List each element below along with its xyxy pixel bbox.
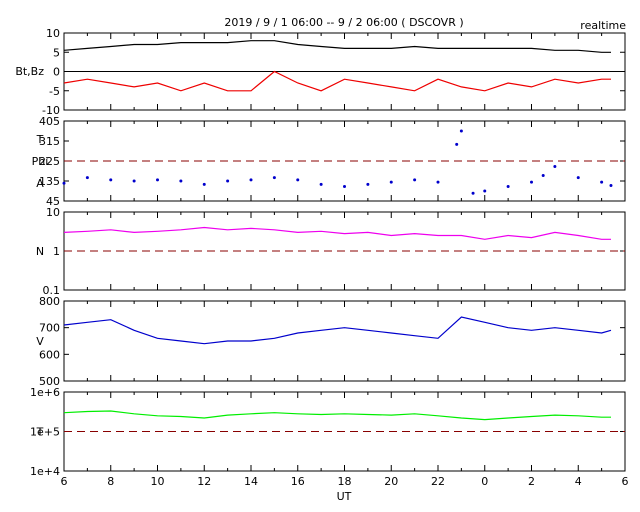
y-axis-label: Phi xyxy=(32,155,49,168)
y-tick-label: 5 xyxy=(53,46,60,59)
phi-point xyxy=(85,176,89,180)
x-tick-label: 20 xyxy=(384,475,398,488)
y-tick-label: 405 xyxy=(39,115,60,128)
y-tick-label: 1 xyxy=(53,245,60,258)
phi-point xyxy=(530,180,533,184)
temperature-series-line xyxy=(63,410,611,421)
bz-series-line xyxy=(63,70,611,92)
x-tick-label: 6 xyxy=(622,475,629,488)
x-tick-label: 12 xyxy=(197,475,211,488)
y-tick-label: 600 xyxy=(39,348,60,361)
phi-point xyxy=(156,178,159,182)
x-tick-label: 8 xyxy=(107,475,114,488)
phi-point xyxy=(576,176,580,180)
y-tick-label: 800 xyxy=(39,295,60,308)
phi-point xyxy=(471,191,475,195)
x-tick-label: 22 xyxy=(431,475,445,488)
density-panel: 10 1 0.1 N xyxy=(36,206,626,297)
x-tick-label: 4 xyxy=(575,475,582,488)
phi-point xyxy=(600,180,604,184)
y-axis-label: V xyxy=(36,335,44,348)
magnetic-field-panel: 10 5 0 -5 -10 Bt,Bz xyxy=(15,27,626,117)
temperature-panel: 1e+6 1e+5 1e+4 T xyxy=(30,386,626,478)
x-axis-label: UT xyxy=(337,490,352,503)
phi-angle-panel: 405 315 225 135 45 T Phi A xyxy=(32,115,626,208)
y-axis-label: Bt,Bz xyxy=(15,65,44,78)
phi-point xyxy=(132,179,136,183)
y-tick-label: 0.1 xyxy=(43,284,61,297)
y-tick-label: 0 xyxy=(53,66,60,79)
y-tick-label: 10 xyxy=(46,206,60,219)
phi-point xyxy=(483,189,487,193)
y-tick-label: 1e+5 xyxy=(30,426,60,439)
phi-point xyxy=(272,176,276,180)
phi-point xyxy=(296,178,300,182)
x-tick-label: 6 xyxy=(61,475,68,488)
phi-point xyxy=(413,178,417,182)
x-tick-label: 14 xyxy=(244,475,258,488)
y-axis-label: T xyxy=(36,426,44,439)
speed-frame xyxy=(63,300,626,382)
bt-series-line xyxy=(63,40,611,53)
y-tick-label: 1e+6 xyxy=(30,386,60,399)
y-tick-label: 500 xyxy=(39,375,60,388)
phi-point xyxy=(109,178,113,182)
y-axis-label: A xyxy=(36,177,44,190)
phi-point xyxy=(343,185,346,189)
y-axis-label: N xyxy=(36,245,44,258)
phi-point xyxy=(389,180,393,184)
phi-point xyxy=(455,142,459,146)
plot-title: 2019 / 9 / 1 06:00 -- 9 / 2 06:00 ( DSCO… xyxy=(224,16,463,29)
y-axis-label: T xyxy=(36,133,44,146)
phi-point xyxy=(226,179,230,183)
y-tick-label: 135 xyxy=(39,175,60,188)
phi-point xyxy=(366,182,370,186)
y-tick-label: -5 xyxy=(49,85,60,98)
phi-point xyxy=(62,181,66,185)
phi-point xyxy=(459,129,463,133)
phi-point xyxy=(202,182,206,186)
y-tick-label: 700 xyxy=(39,322,60,335)
x-tick-label: 16 xyxy=(291,475,305,488)
phi-point xyxy=(553,165,557,169)
y-tick-label: 10 xyxy=(46,27,60,40)
density-series-line xyxy=(63,226,611,240)
phi-point xyxy=(436,180,440,184)
y-tick-label: -10 xyxy=(42,104,60,117)
panels: 10 5 0 -5 -10 Bt,Bz 405 315 225 135 45 T Phi A 10 1 0.1 N… xyxy=(15,27,628,488)
x-tick-label: 2 xyxy=(528,475,535,488)
speed-panel: 800 700 600 500 V xyxy=(36,295,626,388)
phi-point xyxy=(541,173,545,177)
phi-point xyxy=(249,178,253,182)
realtime-tag: realtime xyxy=(580,19,626,32)
y-tick-label: 1e+4 xyxy=(30,465,60,478)
phi-point xyxy=(319,182,323,186)
phi-point xyxy=(609,183,613,187)
y-tick-label: 45 xyxy=(46,195,60,208)
x-tick-label: 10 xyxy=(151,475,165,488)
phi-point xyxy=(179,179,183,183)
x-tick-label: 0 xyxy=(481,475,488,488)
y-tick-label: 315 xyxy=(39,135,60,148)
x-tick-label: 18 xyxy=(338,475,352,488)
y-tick-label: 225 xyxy=(39,155,60,168)
phi-point xyxy=(506,185,510,189)
speed-series-line xyxy=(63,316,612,345)
